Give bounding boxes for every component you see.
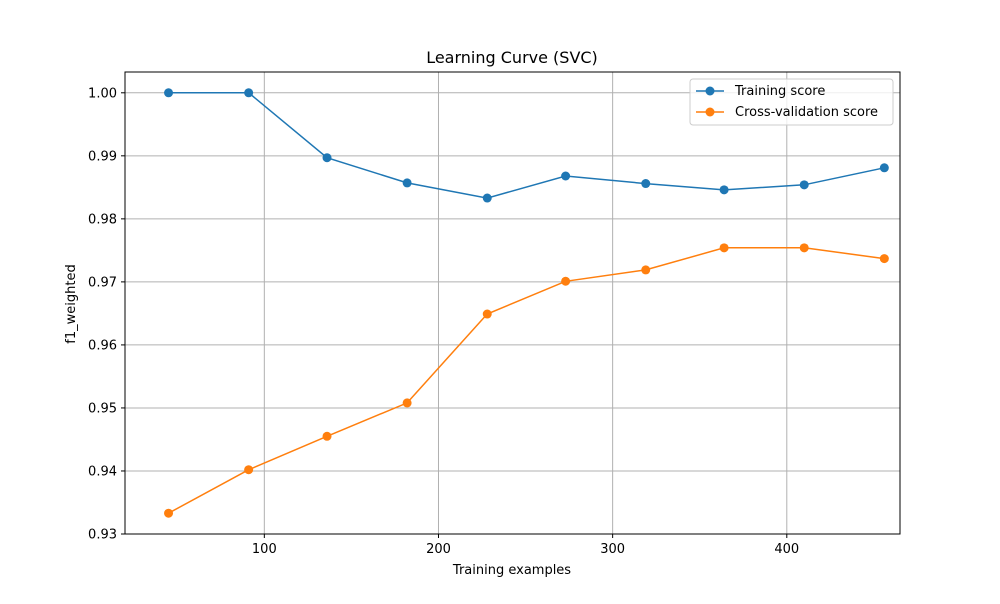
training-score-point <box>799 180 809 190</box>
legend-box <box>689 78 894 126</box>
cross-validation-score-point <box>482 309 492 319</box>
training-score-point <box>482 193 492 203</box>
cross-validation-score-point <box>402 398 412 408</box>
y-axis-label: f1_weighted <box>64 264 79 343</box>
cross-validation-score-point <box>322 431 332 441</box>
cross-validation-score-point <box>641 265 651 275</box>
y-tick-label: 0.93 <box>88 528 117 543</box>
training-score-point <box>402 178 412 188</box>
y-tick-label: 0.94 <box>88 464 117 479</box>
y-tick-label: 0.96 <box>88 338 117 353</box>
y-tick-label: 0.97 <box>88 275 117 290</box>
y-tick-label: 0.98 <box>88 212 117 227</box>
x-axis-label: Training examples <box>452 563 571 578</box>
axis-ticks: 100 200 300 400 0.93 0.94 0.95 0.96 0.97 0.98 0.99… <box>88 86 799 557</box>
x-tick-label: 100 <box>252 542 277 557</box>
training-score-point <box>561 171 571 181</box>
training-score-point <box>244 88 254 98</box>
cross-validation-score-point <box>879 254 889 264</box>
training-score-point <box>879 163 889 173</box>
cross-validation-score-point <box>799 243 809 253</box>
grid-lines <box>125 72 900 535</box>
training-score-line <box>168 92 885 199</box>
plot-area-frame <box>124 71 901 535</box>
training-score-point <box>641 179 651 189</box>
x-tick-label: 400 <box>774 542 799 557</box>
legend: Training score Cross-validation score <box>689 78 894 126</box>
cross-validation-score-line <box>168 247 885 514</box>
cross-validation-score-point <box>719 243 729 253</box>
training-score-point <box>719 185 729 195</box>
legend-marker-training <box>705 86 715 96</box>
training-score-point <box>322 153 332 163</box>
cross-validation-score-point <box>244 465 254 475</box>
legend-label-cross-validation: Cross-validation score <box>735 105 878 120</box>
x-tick-label: 200 <box>426 542 451 557</box>
series-layer <box>164 88 889 518</box>
training-score-point <box>164 88 174 98</box>
y-tick-label: 0.99 <box>88 149 117 164</box>
y-tick-label: 0.95 <box>88 401 117 416</box>
cross-validation-score-point <box>561 276 571 286</box>
cross-validation-score-point <box>164 508 174 518</box>
legend-marker-cross-validation <box>705 107 715 117</box>
legend-label-training: Training score <box>734 84 825 99</box>
y-tick-label: 1.00 <box>88 86 117 101</box>
chart-title: Learning Curve (SVC) <box>426 48 598 67</box>
x-tick-label: 300 <box>600 542 625 557</box>
